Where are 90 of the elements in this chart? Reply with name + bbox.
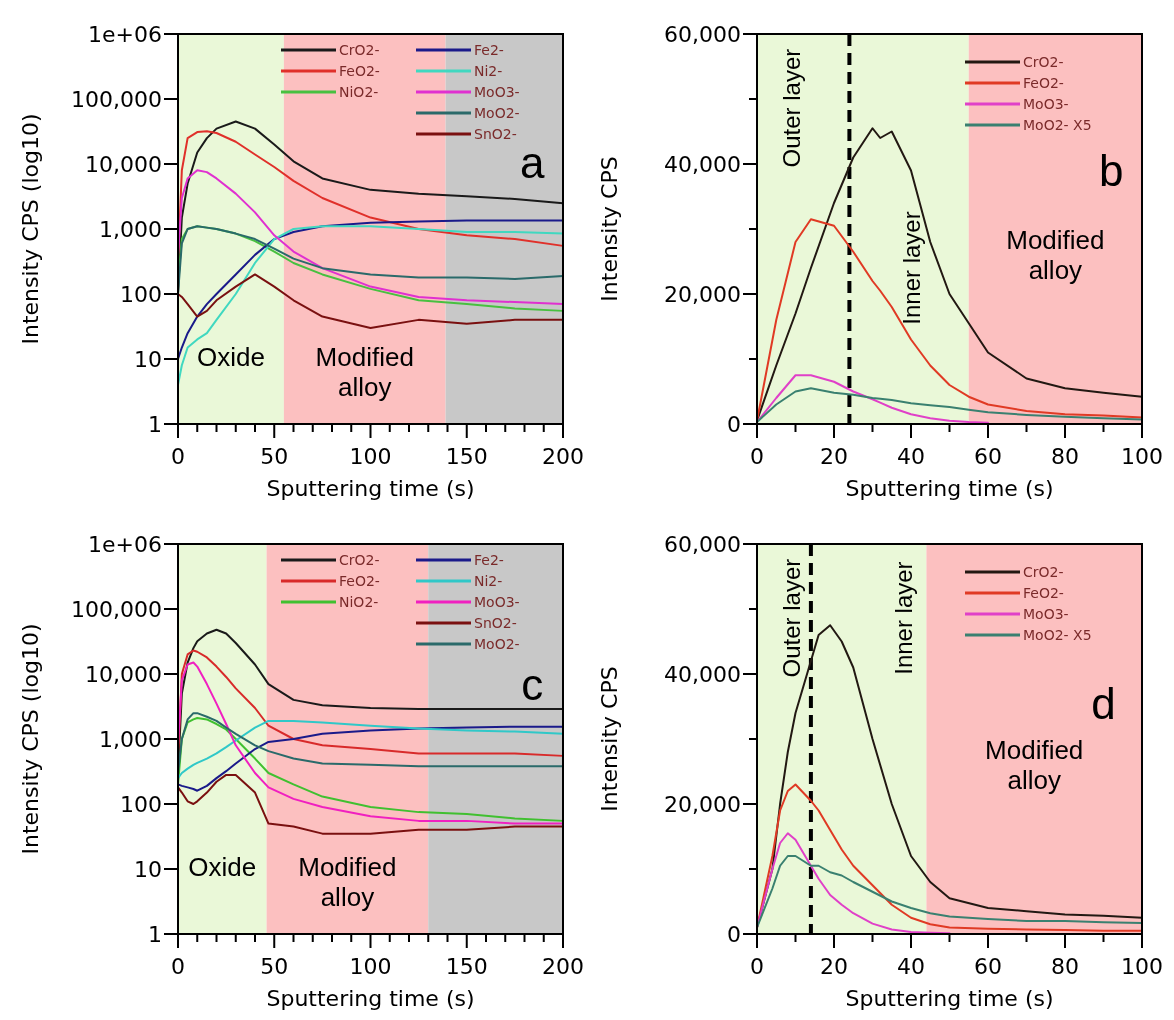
y-tick-label: 10 bbox=[134, 346, 162, 372]
x-tick-label: 60 bbox=[974, 444, 1002, 469]
legend-label: MoO3- bbox=[1023, 96, 1069, 112]
annotation: c bbox=[521, 659, 544, 709]
x-tick-label: 50 bbox=[260, 954, 289, 979]
x-axis-title: Sputtering time (s) bbox=[845, 986, 1054, 1011]
y-tick-label: 60,000 bbox=[664, 21, 741, 47]
legend-label: SnO2- bbox=[474, 615, 517, 631]
y-tick-label: 60,000 bbox=[664, 531, 741, 557]
y-tick-label: 1,000 bbox=[99, 726, 162, 752]
legend-label: CrO2- bbox=[339, 42, 380, 58]
legend-label: FeO2- bbox=[1023, 75, 1064, 91]
y-axis-title: Intensity CPS bbox=[597, 156, 622, 302]
annotation: a bbox=[519, 138, 545, 188]
legend-label: Ni2- bbox=[474, 63, 503, 79]
legend-label: MoO2- bbox=[474, 636, 520, 652]
annotation: d bbox=[1091, 679, 1116, 729]
x-axis-title: Sputtering time (s) bbox=[266, 476, 475, 501]
y-tick-label: 10,000 bbox=[85, 151, 162, 177]
x-tick-label: 100 bbox=[349, 444, 392, 469]
legend-label: MoO3- bbox=[474, 84, 520, 100]
y-axis-title: Intensity CPS (log10) bbox=[18, 623, 43, 855]
y-tick-label: 1e+06 bbox=[88, 531, 162, 557]
y-tick-label: 10,000 bbox=[85, 661, 162, 687]
annotation: Inner layer bbox=[889, 561, 917, 675]
y-tick-label: 1e+06 bbox=[88, 21, 162, 47]
legend-label: FeO2- bbox=[339, 63, 380, 79]
legend-label: MoO3- bbox=[474, 594, 520, 610]
y-tick-label: 1,000 bbox=[99, 216, 162, 242]
y-tick-label: 100,000 bbox=[71, 596, 162, 622]
annotation: Outer layer bbox=[778, 558, 806, 678]
band-label: Modified alloy bbox=[985, 734, 1084, 795]
annotation: b bbox=[1098, 146, 1124, 195]
band-label: Oxide bbox=[188, 851, 257, 882]
x-tick-label: 0 bbox=[171, 954, 185, 979]
y-tick-label: 100 bbox=[120, 791, 162, 817]
legend-label: MoO3- bbox=[1023, 606, 1069, 622]
legend-label: CrO2- bbox=[339, 552, 380, 568]
x-tick-label: 40 bbox=[897, 954, 925, 979]
y-tick-label: 40,000 bbox=[664, 661, 741, 687]
legend-label: MoO2- bbox=[474, 105, 520, 121]
y-axis-title: Intensity CPS (log10) bbox=[18, 113, 43, 345]
x-tick-label: 100 bbox=[1121, 444, 1163, 469]
legend-label: CrO2- bbox=[1023, 564, 1064, 580]
legend-label: NiO2- bbox=[339, 84, 379, 100]
legend-label: NiO2- bbox=[339, 594, 379, 610]
x-tick-label: 200 bbox=[542, 954, 584, 979]
y-tick-label: 100 bbox=[120, 281, 162, 307]
y-tick-label: 10 bbox=[134, 856, 162, 882]
band-label: Modified alloy bbox=[315, 341, 414, 402]
x-axis-title: Sputtering time (s) bbox=[266, 986, 475, 1011]
y-tick-label: 20,000 bbox=[664, 281, 741, 307]
y-axis-title: Intensity CPS bbox=[597, 666, 622, 812]
band-label: Modified alloy bbox=[1006, 224, 1105, 285]
annotation: Inner layer bbox=[897, 211, 925, 325]
x-tick-label: 40 bbox=[897, 444, 925, 469]
x-tick-label: 150 bbox=[445, 954, 488, 979]
band-label: Modified alloy bbox=[298, 851, 397, 912]
y-tick-label: 100,000 bbox=[71, 86, 162, 112]
x-tick-label: 60 bbox=[974, 954, 1002, 979]
band-label: Oxide bbox=[196, 341, 265, 372]
y-tick-label: 40,000 bbox=[664, 151, 741, 177]
x-tick-label: 20 bbox=[820, 954, 848, 979]
legend-label: Fe2- bbox=[474, 42, 504, 58]
x-tick-label: 80 bbox=[1051, 954, 1079, 979]
legend-label: Ni2- bbox=[474, 573, 503, 589]
x-tick-label: 80 bbox=[1051, 444, 1079, 469]
x-tick-label: 0 bbox=[171, 444, 185, 469]
x-tick-label: 20 bbox=[820, 444, 848, 469]
x-tick-label: 100 bbox=[1121, 954, 1163, 979]
legend-label: Fe2- bbox=[474, 552, 504, 568]
legend-label: SnO2- bbox=[474, 126, 517, 142]
x-tick-label: 0 bbox=[750, 954, 764, 979]
x-tick-label: 200 bbox=[542, 444, 584, 469]
x-tick-label: 50 bbox=[260, 444, 289, 469]
y-tick-label: 0 bbox=[727, 921, 741, 947]
legend-label: MoO2- X5 bbox=[1023, 117, 1092, 133]
x-axis-title: Sputtering time (s) bbox=[845, 476, 1054, 501]
y-tick-label: 1 bbox=[148, 921, 162, 947]
y-tick-label: 20,000 bbox=[664, 791, 741, 817]
legend-label: CrO2- bbox=[1023, 54, 1064, 70]
x-tick-label: 150 bbox=[445, 444, 488, 469]
x-tick-label: 100 bbox=[349, 954, 392, 979]
legend-label: MoO2- X5 bbox=[1023, 627, 1092, 643]
y-tick-label: 1 bbox=[148, 411, 162, 437]
annotation: Outer layer bbox=[778, 48, 806, 168]
legend-label: FeO2- bbox=[339, 573, 380, 589]
legend-label: FeO2- bbox=[1023, 585, 1064, 601]
x-tick-label: 0 bbox=[750, 444, 764, 469]
y-tick-label: 0 bbox=[727, 411, 741, 437]
